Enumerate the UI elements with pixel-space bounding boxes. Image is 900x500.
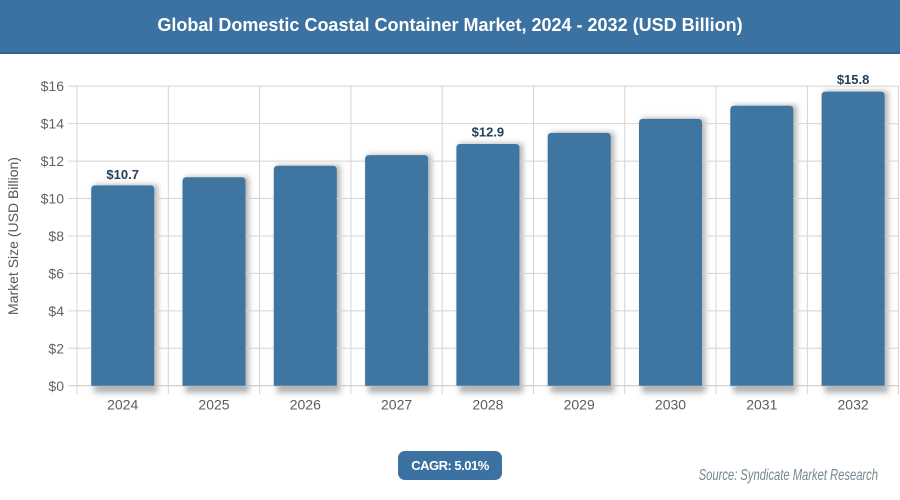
svg-text:2030: 2030 bbox=[655, 397, 686, 413]
svg-text:2029: 2029 bbox=[564, 397, 595, 413]
svg-text:2025: 2025 bbox=[198, 397, 229, 413]
svg-text:2028: 2028 bbox=[472, 397, 503, 413]
svg-text:2031: 2031 bbox=[746, 397, 777, 413]
svg-text:$2: $2 bbox=[48, 340, 64, 356]
svg-text:$8: $8 bbox=[48, 228, 64, 244]
svg-text:2024: 2024 bbox=[107, 397, 138, 413]
svg-text:2026: 2026 bbox=[290, 397, 321, 413]
svg-text:Market Size (USD Billion): Market Size (USD Billion) bbox=[5, 157, 21, 315]
svg-text:2027: 2027 bbox=[381, 397, 412, 413]
svg-text:$10.7: $10.7 bbox=[106, 167, 139, 182]
svg-text:$10: $10 bbox=[41, 191, 65, 207]
svg-text:$15.8: $15.8 bbox=[837, 72, 870, 87]
svg-text:$0: $0 bbox=[48, 378, 64, 394]
svg-text:$12: $12 bbox=[41, 153, 65, 169]
svg-text:$12.9: $12.9 bbox=[472, 124, 505, 139]
svg-text:$6: $6 bbox=[48, 265, 64, 281]
svg-text:2032: 2032 bbox=[838, 397, 869, 413]
svg-text:$16: $16 bbox=[41, 78, 65, 94]
svg-text:$14: $14 bbox=[41, 116, 65, 132]
svg-text:$4: $4 bbox=[48, 303, 64, 319]
